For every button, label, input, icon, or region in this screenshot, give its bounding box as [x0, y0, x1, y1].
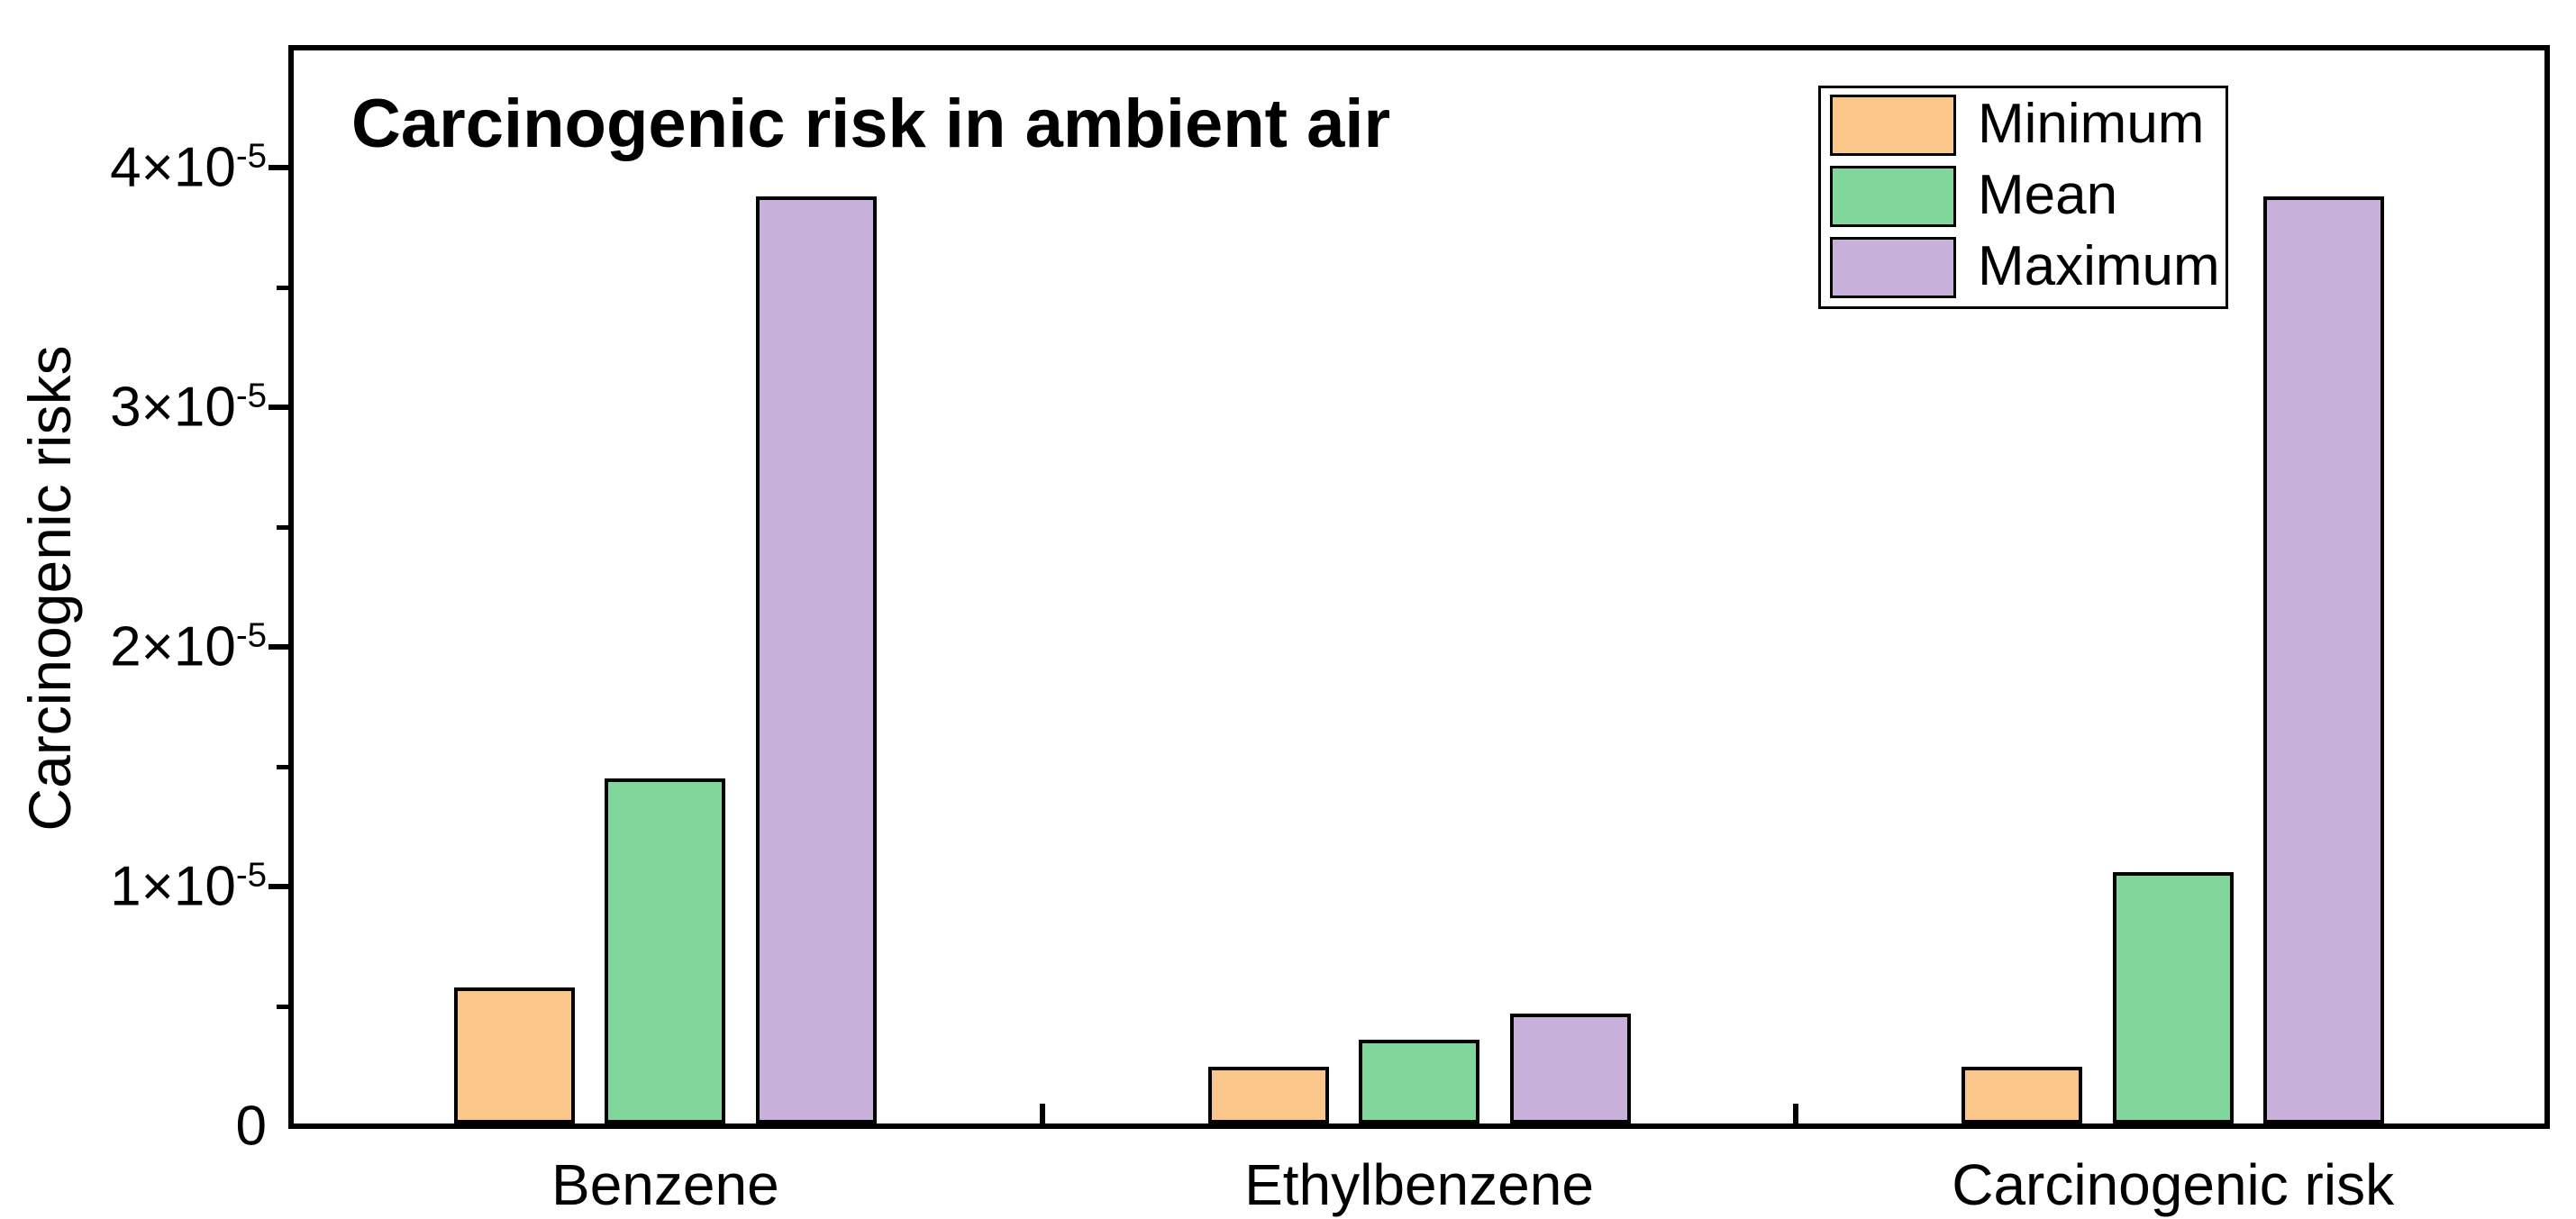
- y-axis-major-tick: [269, 165, 288, 170]
- exponent: -5: [235, 855, 267, 895]
- bar-carcinogenic-risk-mean: [2112, 872, 2234, 1123]
- y-axis-minor-tick: [277, 1004, 288, 1009]
- legend-swatch-maximum: [1830, 237, 1956, 298]
- exponent: -5: [235, 376, 267, 415]
- legend-item-mean: Mean: [1821, 166, 2226, 227]
- x-category-label-benzene: Benzene: [551, 1152, 779, 1217]
- y-axis-tick-label: 0: [235, 1095, 267, 1158]
- exponent: -5: [235, 136, 267, 176]
- legend-item-minimum: Minimum: [1821, 95, 2226, 156]
- y-axis-tick-label: 4×10-5: [110, 136, 267, 199]
- y-axis-minor-tick: [277, 285, 288, 290]
- bar-benzene-maximum: [755, 196, 877, 1123]
- legend-label: Minimum: [1978, 93, 2205, 155]
- legend-label: Maximum: [1978, 235, 2220, 297]
- y-axis-major-tick: [269, 405, 288, 410]
- y-axis-tick-label: 2×10-5: [110, 615, 267, 678]
- legend-box: Minimum Mean Maximum: [1818, 86, 2228, 309]
- bar-benzene-minimum: [453, 987, 575, 1123]
- bar-ethylbenzene-mean: [1359, 1040, 1479, 1123]
- y-axis-major-tick: [269, 884, 288, 889]
- x-category-label-ethylbenzene: Ethylbenzene: [1244, 1152, 1594, 1217]
- bar-ethylbenzene-minimum: [1207, 1067, 1329, 1123]
- exponent: -5: [235, 615, 267, 655]
- legend-item-maximum: Maximum: [1821, 237, 2226, 298]
- legend-swatch-mean: [1830, 166, 1956, 227]
- y-axis-minor-tick: [277, 524, 288, 530]
- bar-carcinogenic-risk-maximum: [2263, 196, 2385, 1123]
- y-axis-tick-label: 1×10-5: [110, 855, 267, 918]
- x-category-label-carcinogenic-risk: Carcinogenic risk: [1952, 1152, 2395, 1217]
- x-axis-separator-tick: [1793, 1104, 1799, 1123]
- legend-label: Mean: [1978, 164, 2118, 226]
- x-axis-separator-tick: [1039, 1104, 1045, 1123]
- chart-title: Carcinogenic risk in ambient air: [351, 86, 1391, 162]
- bar-carcinogenic-risk-minimum: [1962, 1067, 2083, 1123]
- bar-benzene-mean: [605, 778, 726, 1123]
- legend-swatch-minimum: [1830, 95, 1956, 156]
- y-axis-major-tick: [269, 644, 288, 650]
- y-axis-minor-tick: [277, 764, 288, 769]
- bar-ethylbenzene-maximum: [1509, 1014, 1631, 1123]
- y-axis-tick-label: 3×10-5: [110, 376, 267, 439]
